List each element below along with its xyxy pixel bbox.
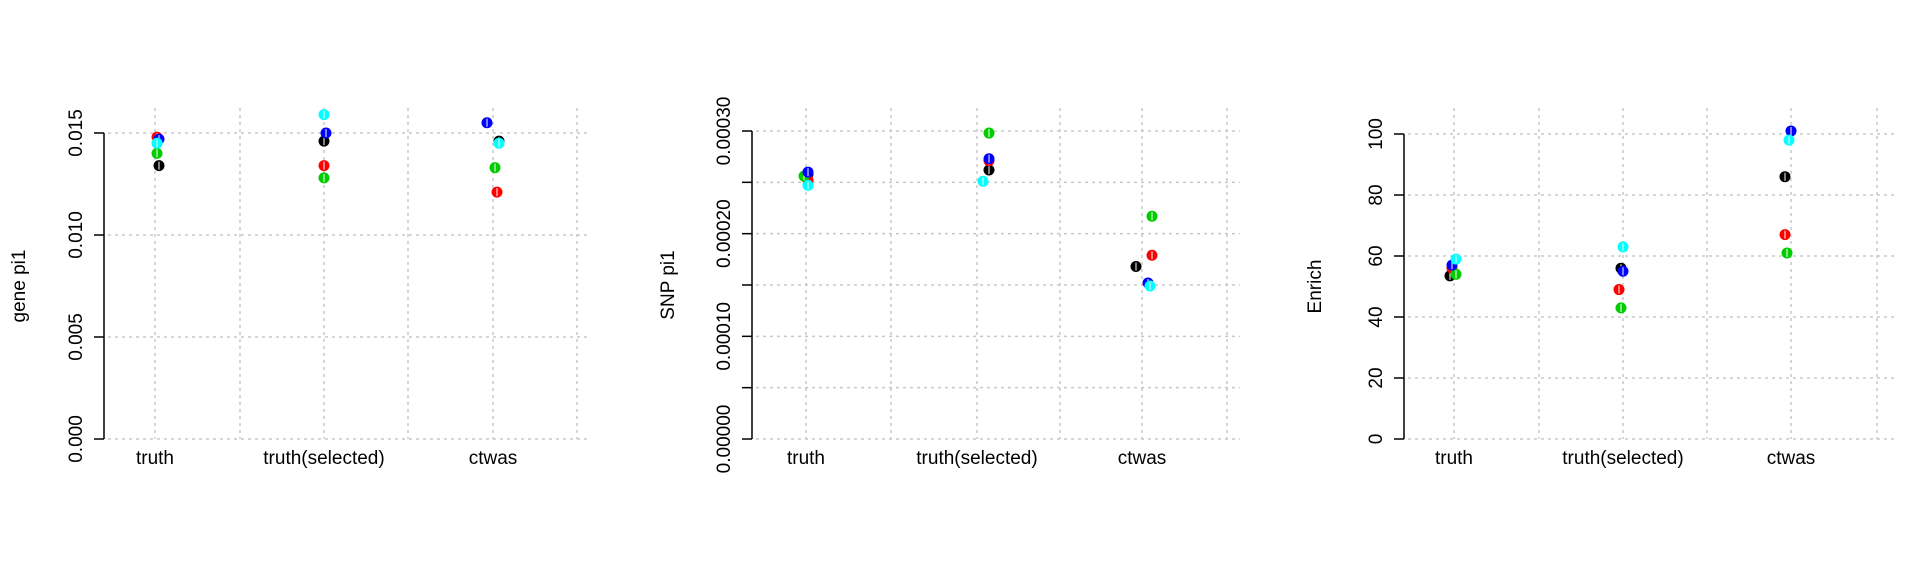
y-axis-label: gene pi1 [9,250,30,323]
y-tick-label: 80 [1366,184,1387,205]
y-tick-label: 0.00010 [714,302,735,371]
y-tick-label: 20 [1366,367,1387,388]
y-tick-label: 0.015 [66,109,87,157]
y-tick-label: 100 [1366,118,1387,150]
y-tick-label: 0.005 [66,313,87,361]
y-axis-label: Enrich [1305,260,1326,314]
grid [756,108,1240,440]
y-tick-label: 0.00030 [714,97,735,166]
data-points [798,127,1158,292]
x-tick-label: truth(selected) [263,448,384,469]
x-tick-label: truth(selected) [1562,448,1683,469]
grid [108,108,590,440]
gene-pi1-panel: 0.000 0.005 0.010 0.015 gene pi1 truth truth(s… [9,108,590,469]
snp-pi1-panel: 0.00000 0.00010 0.00020 0.00030 SNP pi1 truth… [658,97,1240,474]
y-tick-label: 0.000 [66,415,87,463]
x-tick-label: ctwas [1767,448,1816,469]
y-tick-label: 0.00020 [714,199,735,268]
data-points [1444,125,1797,314]
y-tick-label: 0 [1366,434,1387,445]
x-tick-label: truth [136,448,174,469]
enrich-panel: 0 20 40 60 80 100 Enrich truth truth(selected) ct… [1305,108,1895,469]
grid [1408,108,1895,440]
x-tick-label: truth [1435,448,1473,469]
y-tick-label: 0.00000 [714,405,735,474]
y-axis-label: SNP pi1 [658,250,679,319]
x-tick-label: ctwas [469,448,518,469]
x-tick-label: ctwas [1118,448,1167,469]
y-tick-label: 40 [1366,306,1387,327]
data-points [151,109,505,198]
y-tick-label: 60 [1366,245,1387,266]
y-tick-label: 0.010 [66,211,87,259]
x-tick-label: truth [787,448,825,469]
x-tick-label: truth(selected) [916,448,1037,469]
